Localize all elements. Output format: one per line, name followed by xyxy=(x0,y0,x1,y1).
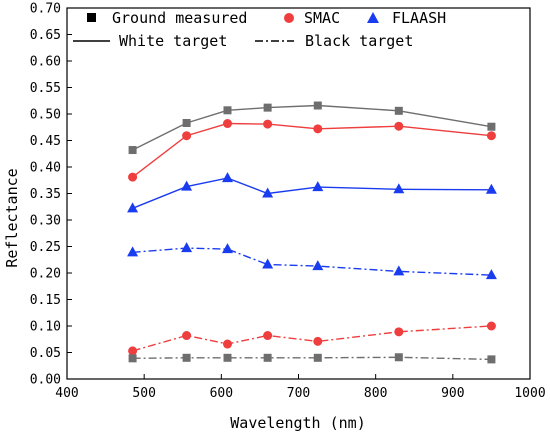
legend-marker-ground xyxy=(87,13,96,22)
y-tick-label: 0.55 xyxy=(30,81,61,96)
y-tick-label: 0.20 xyxy=(30,267,61,282)
data-point xyxy=(127,246,139,257)
axes: 400 500 600 700 800 900 1000 0.00 0.05 0.10 0.15 0.… xyxy=(30,2,546,402)
y-tick-label: 0.50 xyxy=(30,108,61,123)
data-point xyxy=(128,346,138,356)
x-axis-title: Wavelength (nm) xyxy=(230,414,365,432)
y-tick-label: 0.15 xyxy=(30,293,61,308)
y-tick-label: 0.65 xyxy=(30,28,61,43)
data-point xyxy=(394,327,404,337)
data-point xyxy=(223,119,233,129)
legend-label-black: Black target xyxy=(305,32,413,50)
data-point xyxy=(223,106,232,115)
x-tick-label: 500 xyxy=(132,386,155,401)
y-tick-label: 0.05 xyxy=(30,346,61,361)
data-point xyxy=(313,353,322,362)
series-circle-white xyxy=(128,119,496,182)
data-point xyxy=(486,321,496,331)
data-point xyxy=(393,183,405,194)
y-tick-label: 0.10 xyxy=(30,320,61,335)
series-triangle-black xyxy=(127,242,497,280)
series-square-white xyxy=(128,101,496,155)
data-point xyxy=(394,121,404,131)
data-point xyxy=(313,336,323,346)
data-point xyxy=(182,131,192,141)
plot-frame xyxy=(66,7,531,380)
data-point xyxy=(128,354,137,363)
data-point xyxy=(263,103,272,112)
x-tick-label: 800 xyxy=(364,386,387,401)
data-point xyxy=(486,131,496,141)
data-point xyxy=(394,353,403,362)
data-point xyxy=(312,260,324,271)
series-layer xyxy=(127,101,497,364)
data-point xyxy=(393,265,405,276)
data-point xyxy=(181,242,193,253)
data-point xyxy=(182,353,191,362)
data-point xyxy=(262,258,274,269)
data-point xyxy=(487,355,496,364)
data-point xyxy=(181,180,193,191)
legend-marker-flaash xyxy=(367,12,379,23)
y-tick-label: 0.60 xyxy=(30,55,61,70)
data-point xyxy=(262,187,274,198)
data-point xyxy=(222,172,234,183)
x-tick-label: 600 xyxy=(210,386,233,401)
data-point xyxy=(313,101,322,110)
data-point xyxy=(182,119,191,128)
data-point xyxy=(394,106,403,115)
series-square-black xyxy=(128,353,496,364)
data-point xyxy=(222,243,234,254)
data-point xyxy=(128,172,138,182)
data-point xyxy=(223,353,232,362)
data-point xyxy=(182,331,192,341)
y-tick-label: 0.40 xyxy=(30,161,61,176)
data-point xyxy=(487,122,496,131)
y-tick-label: 0.70 xyxy=(30,2,61,17)
y-tick-label: 0.30 xyxy=(30,214,61,229)
legend-label-smac: SMAC xyxy=(304,9,340,27)
series-line xyxy=(132,247,492,276)
x-tick-label: 900 xyxy=(441,386,464,401)
x-tick-label: 700 xyxy=(287,386,310,401)
y-tick-label: 0.00 xyxy=(30,373,61,388)
series-circle-black xyxy=(128,321,496,356)
legend-label-flaash: FLAASH xyxy=(392,9,446,27)
series-triangle-white xyxy=(127,172,497,213)
legend: Ground measured SMAC FLAASH White target… xyxy=(73,9,446,50)
data-point xyxy=(223,339,233,349)
legend-label-white: White target xyxy=(119,32,227,50)
y-axis-title: Reflectance xyxy=(3,168,21,267)
data-point xyxy=(263,331,273,341)
x-tick-label: 1000 xyxy=(514,386,545,401)
data-point xyxy=(313,124,323,134)
data-point xyxy=(128,146,137,155)
x-tick-label: 400 xyxy=(55,386,78,401)
legend-label-ground: Ground measured xyxy=(112,9,247,27)
data-point xyxy=(263,119,273,129)
y-tick-label: 0.45 xyxy=(30,134,61,149)
legend-marker-smac xyxy=(284,13,294,23)
data-point xyxy=(485,269,497,280)
data-point xyxy=(312,181,324,192)
data-point xyxy=(127,202,139,213)
y-tick-label: 0.35 xyxy=(30,187,61,202)
data-point xyxy=(485,183,497,194)
data-point xyxy=(263,353,272,362)
y-tick-label: 0.25 xyxy=(30,240,61,255)
